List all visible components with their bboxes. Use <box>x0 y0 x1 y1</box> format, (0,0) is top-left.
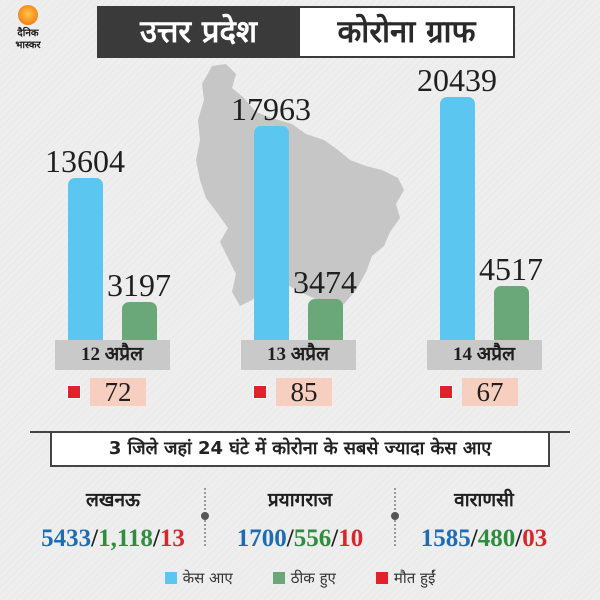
legend-item-recovered: ठीक हुए <box>272 568 336 588</box>
stat-separator: / <box>515 525 523 552</box>
cases-value-label-1: 13604 <box>45 143 125 180</box>
district-stats: 5433/1,118/13 <box>20 524 206 554</box>
logo-line-2: भास्कर <box>15 40 41 51</box>
districts-heading: 3 जिले जहां 24 घंटे में कोरोना के सबसे ज… <box>50 433 550 467</box>
stat-separator: / <box>331 525 339 552</box>
district-varanasi: वाराणसी 1585/480/03 <box>391 484 577 556</box>
cases-value-label-2: 17963 <box>231 91 311 128</box>
recovered-value-label-2: 3474 <box>293 263 357 300</box>
bar-chart: 13604 3197 12 अप्रैल 72 17963 3474 13 अप्रैल 85… <box>45 62 543 406</box>
recovered-bar-3 <box>493 286 529 340</box>
dainik-bhaskar-logo: दैनिक भास्कर <box>5 3 51 55</box>
district-name: वाराणसी <box>454 489 514 511</box>
date-label-2: 13 अप्रैल <box>240 340 356 370</box>
title-graph: कोरोना ग्राफ <box>300 6 515 58</box>
district-cases: 1700 <box>236 525 287 552</box>
legend-label-cases: केस आए <box>182 569 233 587</box>
recovered-bar-1 <box>121 301 157 340</box>
district-stats: 1700/556/10 <box>207 524 393 554</box>
district-cases: 5433 <box>41 525 92 552</box>
stat-separator: / <box>470 525 478 552</box>
district-recovered: 556 <box>293 525 332 552</box>
stat-separator: / <box>152 525 160 552</box>
death-marker-1 <box>68 386 80 398</box>
district-name: प्रयागराज <box>267 489 333 511</box>
legend-item-cases: केस आए <box>164 568 233 588</box>
title-state: उत्तर प्रदेश <box>97 6 300 58</box>
district-cases: 1585 <box>420 525 471 552</box>
legend-swatch-recovered <box>272 572 285 584</box>
legend-swatch-cases <box>164 572 177 584</box>
legend-item-deaths: मौत हुईं <box>375 568 436 588</box>
recovered-bar-2 <box>307 298 343 340</box>
district-stats: 1585/480/03 <box>391 524 577 554</box>
district-prayagraj: प्रयागराज 1700/556/10 <box>207 484 393 556</box>
death-value-3: 67 <box>462 378 518 406</box>
district-name: लखनऊ <box>86 489 140 511</box>
stat-separator: / <box>286 525 294 552</box>
death-marker-3 <box>440 386 452 398</box>
recovered-value-label-1: 3197 <box>107 266 171 303</box>
logo-wordmark: दैनिक भास्कर <box>5 28 51 52</box>
cases-value-label-3: 20439 <box>417 62 497 98</box>
district-recovered: 480 <box>477 525 516 552</box>
death-value-1: 72 <box>90 378 146 406</box>
date-label-3: 14 अप्रैल <box>426 340 542 370</box>
death-value-2: 85 <box>276 378 332 406</box>
legend-swatch-deaths <box>375 572 388 584</box>
map-outline <box>196 64 404 312</box>
district-deaths: 10 <box>338 525 364 552</box>
date-label-1: 12 अप्रैल <box>54 340 170 370</box>
district-lucknow: लखनऊ 5433/1,118/13 <box>20 484 206 556</box>
section-divider-line <box>30 431 570 433</box>
sun-icon <box>18 5 38 25</box>
divider-dot-2 <box>391 512 399 520</box>
recovered-value-label-3: 4517 <box>479 251 543 288</box>
death-marker-2 <box>254 386 266 398</box>
legend-label-deaths: मौत हुईं <box>393 569 436 587</box>
stat-separator: / <box>91 525 99 552</box>
chart-legend: केस आए ठीक हुए मौत हुईं <box>0 568 600 588</box>
legend-label-recovered: ठीक हुए <box>290 569 336 587</box>
cases-bar-2 <box>253 126 289 340</box>
district-deaths: 13 <box>159 525 185 552</box>
district-deaths: 03 <box>522 525 548 552</box>
logo-line-1: दैनिक <box>17 28 39 39</box>
cases-bar-1 <box>67 178 103 340</box>
divider-dot-1 <box>201 512 209 520</box>
district-recovered: 1,118 <box>98 525 153 552</box>
cases-bar-3 <box>439 97 475 340</box>
